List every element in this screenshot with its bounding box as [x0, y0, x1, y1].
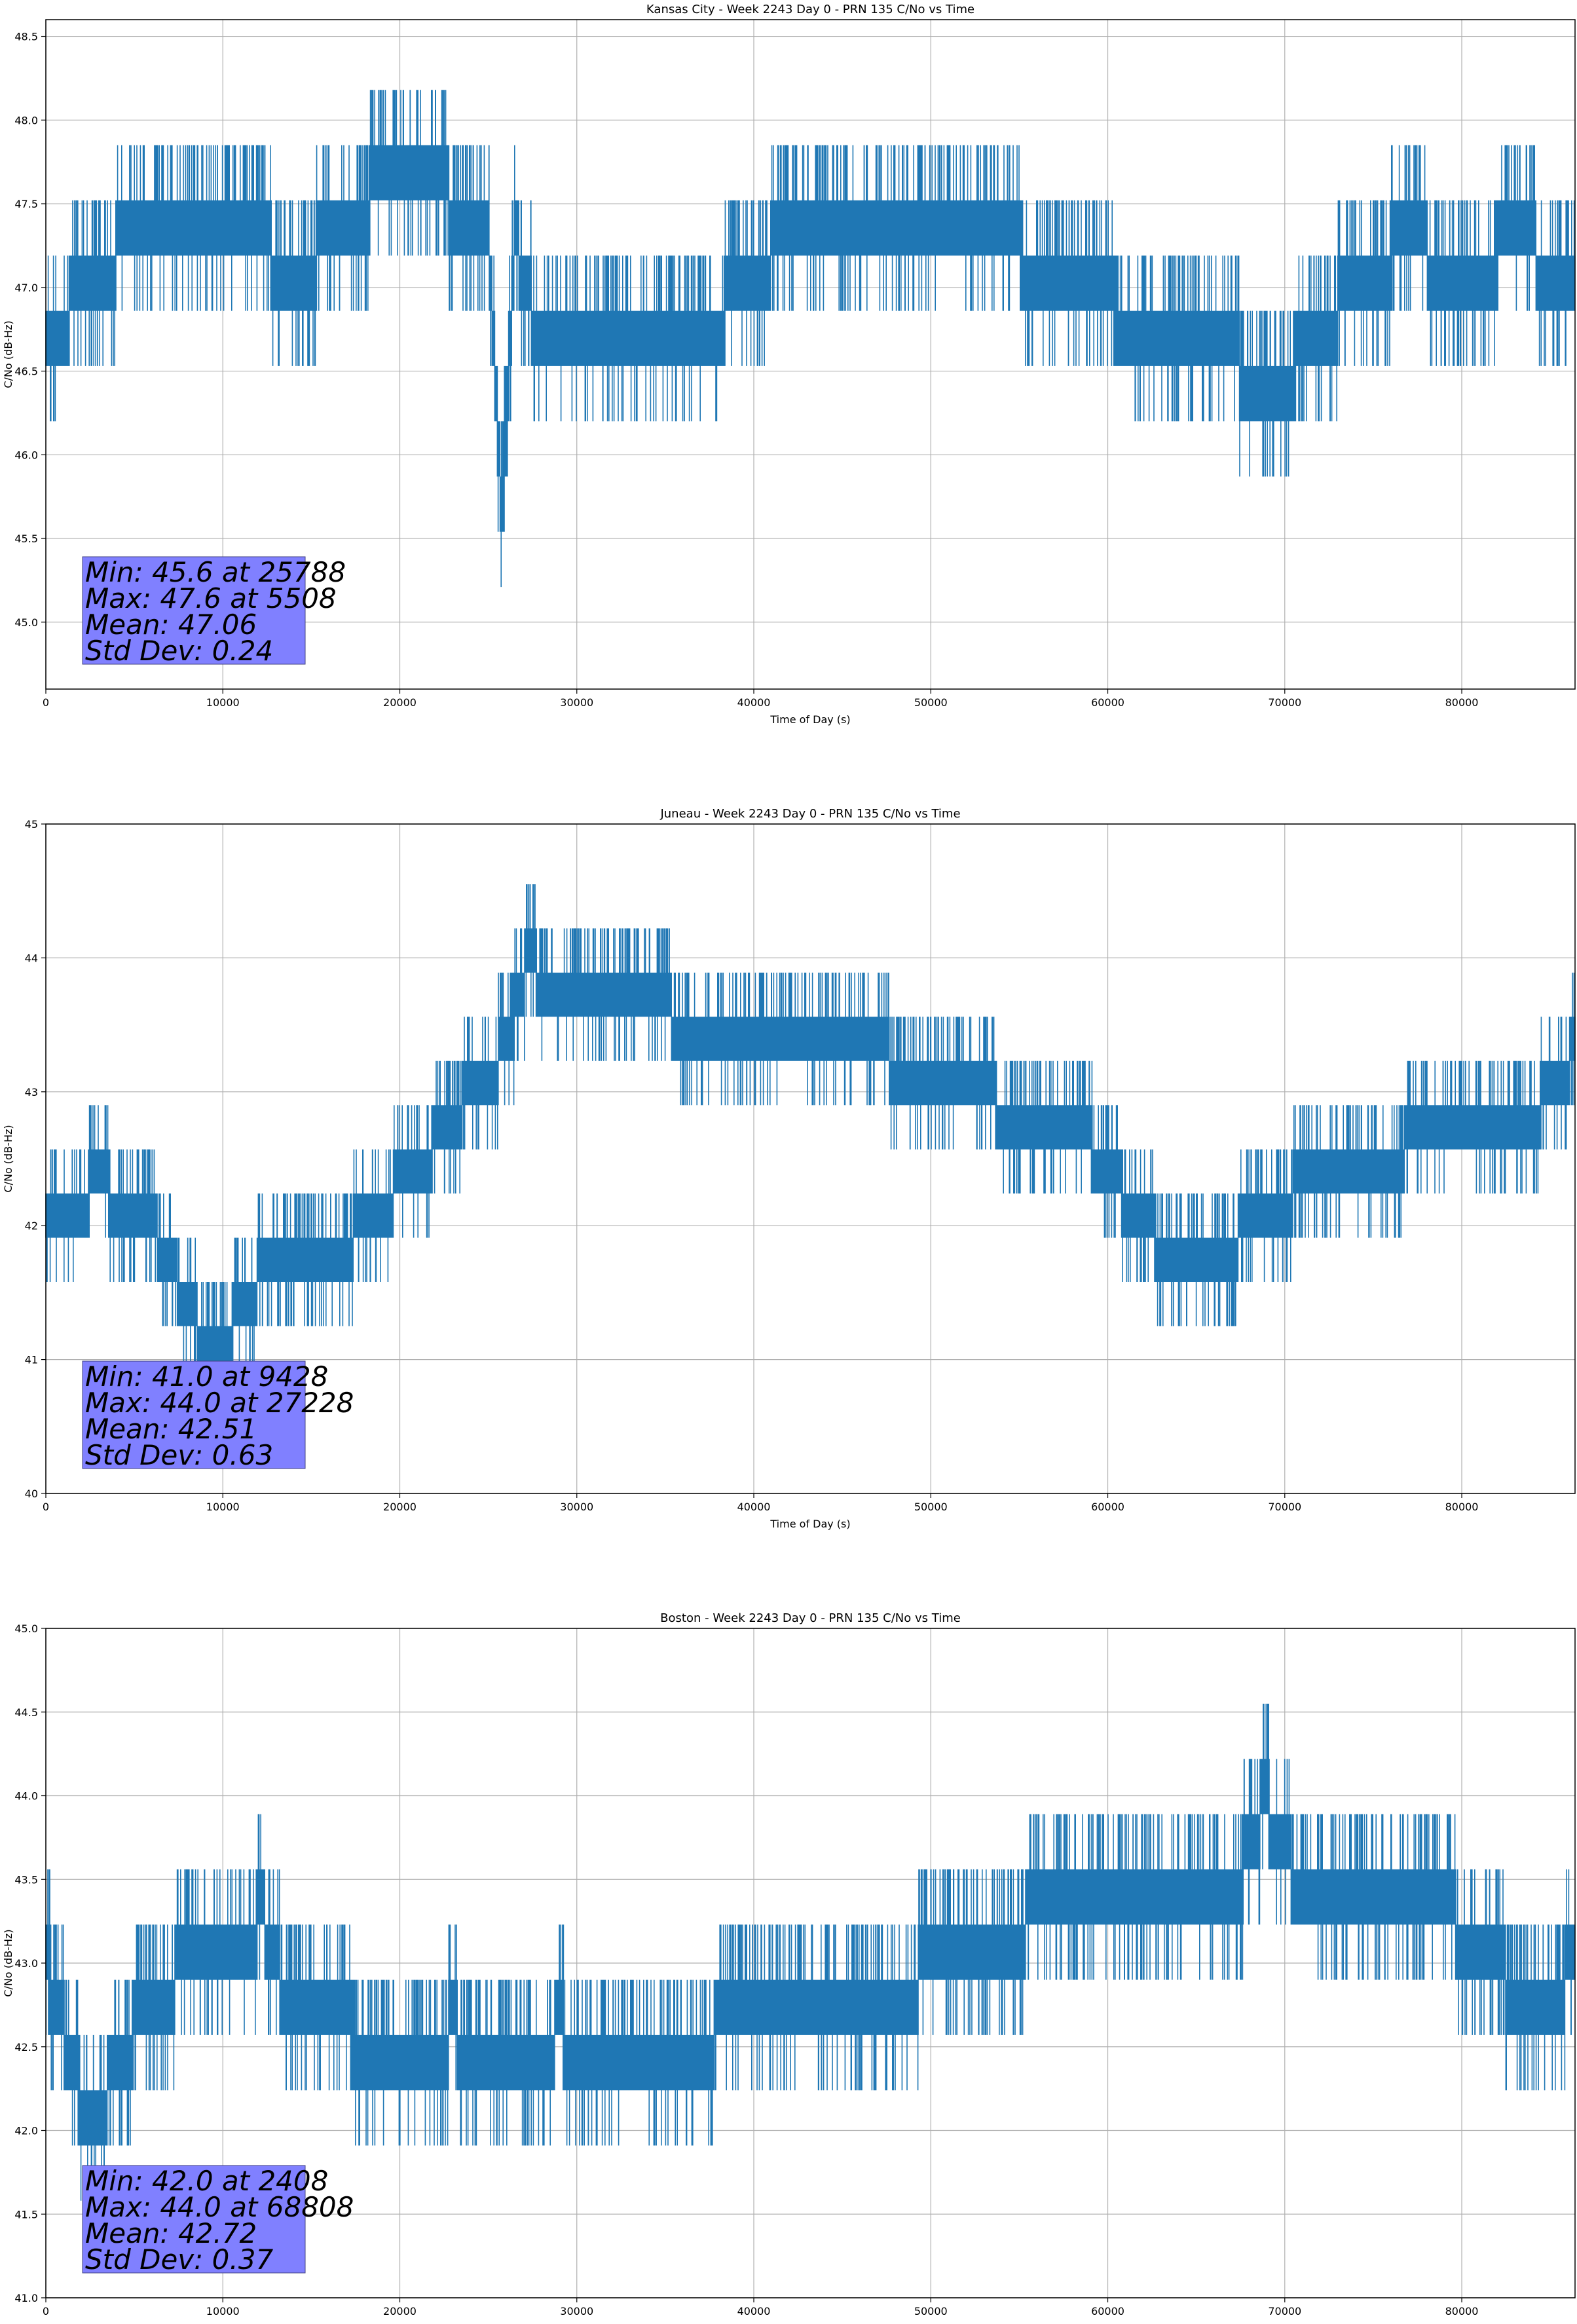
y-axis-label: C/No (dB-Hz)	[2, 320, 14, 388]
data-series-line	[45, 884, 1576, 1415]
y-tick-label: 42.0	[14, 2125, 38, 2137]
plot-frame	[45, 19, 1576, 690]
chart-title: Kansas City - Week 2243 Day 0 - PRN 135 …	[646, 3, 974, 16]
x-axis-label: Time of Day (s)	[770, 713, 850, 726]
x-axis-label: Time of Day (s)	[770, 2322, 850, 2324]
stats-line: Std Dev: 0.63	[85, 1439, 273, 1471]
stats-box	[82, 556, 306, 665]
x-tick-label: 40000	[737, 1501, 771, 1513]
stats-line: Std Dev: 0.24	[85, 635, 273, 667]
chart-title: Boston - Week 2243 Day 0 - PRN 135 C/No …	[660, 1611, 961, 1625]
y-tick-label: 41.0	[14, 2292, 38, 2304]
x-tick-label: 10000	[206, 1501, 240, 1513]
stats-line: Std Dev: 0.37	[85, 2243, 273, 2276]
y-tick-label: 42.5	[14, 2041, 38, 2053]
x-tick-label: 40000	[737, 696, 771, 709]
y-tick-label: 44.0	[14, 1790, 38, 1803]
x-tick-label: 10000	[206, 696, 240, 709]
y-tick-label: 44	[25, 952, 38, 964]
x-tick-label: 30000	[560, 1501, 593, 1513]
x-tick-label: 50000	[914, 2305, 948, 2317]
y-tick-label: 48.5	[14, 31, 38, 43]
y-axis-label: C/No (dB-Hz)	[2, 1929, 14, 1996]
x-tick-label: 70000	[1268, 2305, 1301, 2317]
y-tick-label: 45.0	[14, 1622, 38, 1635]
stats-line: Min: 45.6 at 25788	[85, 556, 346, 588]
x-tick-label: 60000	[1091, 1501, 1124, 1513]
x-tick-label: 0	[43, 2305, 49, 2317]
x-tick-label: 80000	[1445, 2305, 1479, 2317]
y-tick-label: 42	[25, 1220, 38, 1232]
y-tick-label: 43.5	[14, 1873, 38, 1886]
stats-line: Max: 44.0 at 68808	[85, 2191, 354, 2223]
x-tick-label: 80000	[1445, 1501, 1479, 1513]
y-tick-label: 45	[25, 818, 38, 831]
chart-panel-3: 0 10000 20000 30000 40000 50000 60000 70000 8000…	[2, 1611, 1576, 2324]
x-tick-label: 40000	[737, 2305, 771, 2317]
stats-line: Min: 41.0 at 9428	[85, 1360, 328, 1393]
chart-title: Juneau - Week 2243 Day 0 - PRN 135 C/No …	[659, 807, 960, 821]
stats-box	[82, 2165, 306, 2274]
x-axis-label: Time of Day (s)	[770, 1518, 850, 1530]
x-tick-label: 80000	[1445, 696, 1479, 709]
stats-line: Mean: 47.06	[85, 609, 257, 641]
y-tick-label: 41.5	[14, 2208, 38, 2221]
y-tick-label: 45.0	[14, 616, 38, 629]
x-tick-label: 50000	[914, 696, 948, 709]
x-tick-label: 60000	[1091, 696, 1124, 709]
y-tick-label: 47.0	[14, 282, 38, 294]
y-tick-label: 46.5	[14, 365, 38, 378]
stats-line: Mean: 42.72	[85, 2217, 257, 2249]
chart-panel-2: 0 10000 20000 30000 40000 50000 60000 70000 8000…	[2, 807, 1576, 1530]
x-tick-label: 10000	[206, 2305, 240, 2317]
x-tick-label: 20000	[383, 696, 417, 709]
stats-line: Mean: 42.51	[85, 1413, 257, 1445]
y-axis-label: C/No (dB-Hz)	[2, 1125, 14, 1192]
x-tick-label: 50000	[914, 1501, 948, 1513]
x-tick-label: 30000	[560, 696, 593, 709]
stats-line: Min: 42.0 at 2408	[85, 2165, 328, 2197]
y-tick-label: 47.5	[14, 198, 38, 210]
y-tick-label: 40	[25, 1488, 38, 1500]
y-tick-label: 43.0	[14, 1957, 38, 1970]
y-tick-label: 48.0	[14, 114, 38, 126]
y-tick-label: 44.5	[14, 1706, 38, 1719]
stats-line: Max: 47.6 at 5508	[85, 582, 337, 614]
x-tick-label: 20000	[383, 1501, 417, 1513]
x-tick-label: 0	[43, 696, 49, 709]
x-tick-label: 20000	[383, 2305, 417, 2317]
y-tick-label: 43	[25, 1086, 38, 1098]
x-tick-label: 0	[43, 1501, 49, 1513]
y-tick-label: 45.5	[14, 533, 38, 545]
x-tick-label: 70000	[1268, 696, 1301, 709]
plot-frame	[45, 823, 1576, 1494]
x-tick-label: 30000	[560, 2305, 593, 2317]
stats-line: Max: 44.0 at 27228	[85, 1387, 354, 1419]
x-tick-label: 60000	[1091, 2305, 1124, 2317]
x-tick-label: 70000	[1268, 1501, 1301, 1513]
chart-panel-1: 0 10000 20000 30000 40000 50000 60000 70000 8000…	[2, 3, 1576, 726]
y-tick-label: 46.0	[14, 449, 38, 461]
data-series-line	[45, 1704, 1576, 2201]
data-series-line	[45, 90, 1576, 588]
y-tick-label: 41	[25, 1354, 38, 1366]
stats-box	[82, 1360, 306, 1469]
